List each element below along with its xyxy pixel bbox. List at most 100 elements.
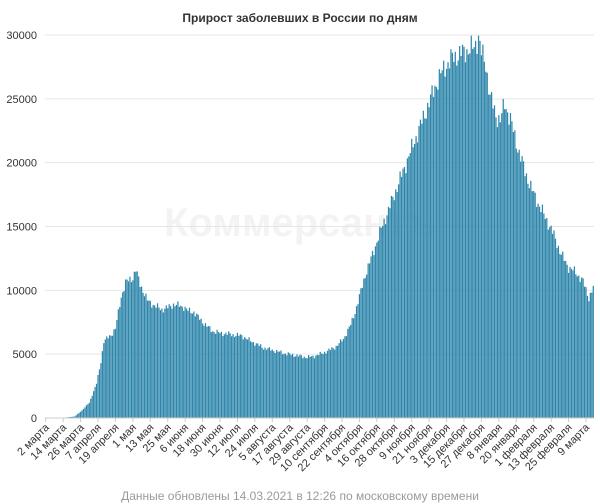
bar [464, 62, 467, 418]
bar [405, 173, 407, 418]
bar [280, 350, 282, 418]
bar [172, 303, 175, 418]
bar [448, 68, 451, 418]
bar [576, 276, 578, 418]
bar [264, 347, 266, 418]
bar [161, 308, 163, 418]
bar [262, 349, 265, 418]
bar [581, 277, 583, 418]
bar [187, 310, 189, 418]
bar [461, 44, 464, 419]
bar [274, 352, 276, 418]
bar [223, 334, 225, 418]
bar [91, 395, 93, 418]
bar [180, 305, 182, 418]
bar [267, 348, 269, 418]
bar [139, 287, 141, 418]
bar [210, 332, 212, 418]
bar [81, 410, 83, 418]
bar [400, 176, 403, 418]
bar [300, 355, 302, 418]
bar [178, 306, 180, 418]
bar [158, 307, 160, 418]
bar [284, 353, 286, 418]
bar [504, 109, 506, 419]
bar [244, 337, 246, 418]
bar [549, 227, 551, 418]
bar [354, 314, 356, 418]
bar [386, 215, 388, 418]
bar [123, 290, 125, 418]
bar [473, 47, 475, 418]
bar [355, 306, 358, 418]
bar [525, 173, 528, 418]
bar [533, 191, 535, 418]
bar [496, 127, 499, 419]
bar [146, 300, 149, 418]
bar [339, 339, 342, 418]
bar [450, 49, 452, 419]
bar [271, 349, 273, 418]
bar [522, 161, 525, 418]
bar [342, 338, 345, 418]
bar [393, 200, 395, 418]
bar [524, 176, 526, 418]
bar [119, 307, 121, 418]
bar [534, 192, 536, 418]
bar [241, 335, 243, 418]
bar [75, 415, 77, 418]
bar [148, 300, 150, 418]
bar [95, 383, 98, 418]
bar [403, 166, 406, 418]
bar [499, 122, 501, 419]
bar [177, 301, 179, 418]
bar [201, 323, 204, 418]
bar [509, 113, 512, 418]
bar [145, 293, 147, 418]
chart-title: Прирост заболевших в России по дням [182, 11, 417, 25]
bar [254, 345, 256, 418]
bar [190, 313, 192, 418]
bar [382, 226, 384, 418]
bar [488, 94, 490, 418]
bar [562, 251, 564, 418]
bar [164, 308, 166, 418]
bar [233, 337, 236, 418]
bar [502, 99, 504, 418]
bar [322, 354, 324, 418]
bar [235, 335, 237, 418]
bar [261, 347, 263, 418]
bar [467, 54, 469, 418]
bar [309, 356, 311, 418]
bar [217, 332, 220, 418]
bar [78, 412, 80, 418]
bar [142, 292, 144, 418]
bar [469, 53, 471, 419]
bar [406, 158, 408, 418]
bar [117, 309, 119, 418]
bar [351, 317, 353, 418]
bar [424, 118, 426, 418]
bar [196, 313, 198, 418]
bar [200, 318, 202, 418]
bar [319, 351, 321, 418]
bar [538, 206, 541, 418]
bar [456, 65, 458, 419]
bar [185, 308, 188, 418]
bar [331, 347, 333, 418]
bar [206, 326, 208, 418]
bar [363, 278, 365, 418]
bar [592, 285, 594, 418]
bar [315, 355, 317, 418]
bar [387, 206, 390, 418]
bar [248, 337, 250, 418]
bar [402, 168, 404, 418]
bar [528, 188, 530, 418]
bar [138, 276, 140, 418]
bar [479, 40, 481, 419]
bar [191, 313, 194, 418]
bar [364, 277, 366, 418]
bar [495, 117, 497, 418]
bar [310, 356, 313, 418]
bar [566, 264, 568, 418]
